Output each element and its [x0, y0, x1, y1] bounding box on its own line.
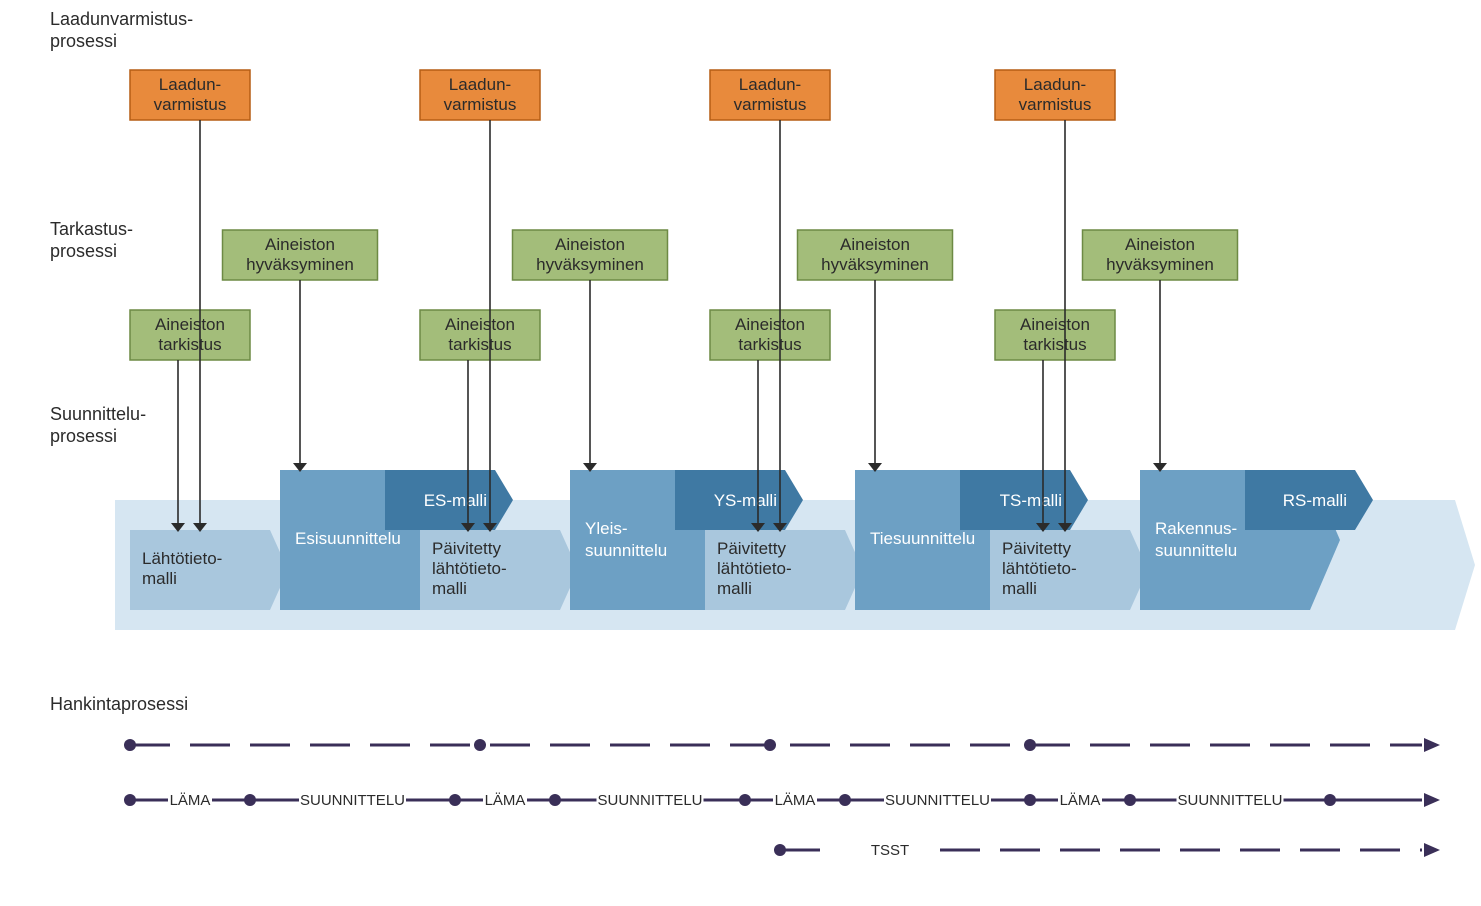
timeline-arrowhead [1424, 738, 1440, 752]
svg-text:Hankintaprosessi: Hankintaprosessi [50, 694, 188, 714]
svg-text:malli: malli [142, 569, 177, 588]
svg-text:Laadun-: Laadun- [159, 75, 221, 94]
svg-text:Laadun-: Laadun- [1024, 75, 1086, 94]
svg-text:Tiesuunnittelu: Tiesuunnittelu [870, 529, 975, 548]
svg-text:tarkistus: tarkistus [158, 335, 221, 354]
svg-text:Tarkastus-: Tarkastus- [50, 219, 133, 239]
timeline-dot [1024, 739, 1036, 751]
svg-text:LÄMA: LÄMA [775, 792, 816, 809]
svg-text:Laadun-: Laadun- [449, 75, 511, 94]
svg-text:TS-malli: TS-malli [1000, 491, 1062, 510]
svg-text:tarkistus: tarkistus [448, 335, 511, 354]
timeline-dot [124, 739, 136, 751]
timeline-arrowhead [1424, 843, 1440, 857]
svg-text:SUUNNITTELU: SUUNNITTELU [300, 792, 405, 809]
svg-text:varmistus: varmistus [444, 95, 517, 114]
svg-text:Aineiston: Aineiston [155, 315, 225, 334]
svg-text:LÄMA: LÄMA [170, 792, 211, 809]
svg-text:Yleis-: Yleis- [585, 519, 628, 538]
svg-text:lähtötieto-: lähtötieto- [717, 559, 792, 578]
svg-text:Päivitetty: Päivitetty [717, 539, 786, 558]
svg-text:prosessi: prosessi [50, 426, 117, 446]
svg-text:Aineiston: Aineiston [1125, 235, 1195, 254]
svg-text:SUUNNITTELU: SUUNNITTELU [1177, 792, 1282, 809]
svg-text:LÄMA: LÄMA [485, 792, 526, 809]
svg-text:RS-malli: RS-malli [1283, 491, 1347, 510]
svg-text:malli: malli [432, 579, 467, 598]
svg-text:Aineiston: Aineiston [265, 235, 335, 254]
svg-text:Rakennus-: Rakennus- [1155, 519, 1237, 538]
svg-text:Laadunvarmistus-: Laadunvarmistus- [50, 9, 193, 29]
svg-text:Suunnittelu-: Suunnittelu- [50, 404, 146, 424]
svg-text:hyväksyminen: hyväksyminen [536, 255, 644, 274]
svg-text:suunnittelu: suunnittelu [1155, 541, 1237, 560]
svg-text:prosessi: prosessi [50, 31, 117, 51]
svg-text:lähtötieto-: lähtötieto- [432, 559, 507, 578]
timeline-dot [474, 739, 486, 751]
svg-text:suunnittelu: suunnittelu [585, 541, 667, 560]
svg-text:varmistus: varmistus [154, 95, 227, 114]
svg-text:Aineiston: Aineiston [840, 235, 910, 254]
svg-text:tarkistus: tarkistus [1023, 335, 1086, 354]
svg-text:hyväksyminen: hyväksyminen [821, 255, 929, 274]
svg-text:varmistus: varmistus [734, 95, 807, 114]
svg-text:hyväksyminen: hyväksyminen [1106, 255, 1214, 274]
svg-text:prosessi: prosessi [50, 241, 117, 261]
svg-text:varmistus: varmistus [1019, 95, 1092, 114]
svg-text:Aineiston: Aineiston [735, 315, 805, 334]
svg-text:Aineiston: Aineiston [1020, 315, 1090, 334]
timeline-arrowhead [1424, 793, 1440, 807]
svg-text:Aineiston: Aineiston [445, 315, 515, 334]
svg-text:malli: malli [717, 579, 752, 598]
svg-text:ES-malli: ES-malli [424, 491, 487, 510]
svg-text:Päivitetty: Päivitetty [1002, 539, 1071, 558]
svg-text:Laadun-: Laadun- [739, 75, 801, 94]
svg-text:lähtötieto-: lähtötieto- [1002, 559, 1077, 578]
svg-text:SUUNNITTELU: SUUNNITTELU [597, 792, 702, 809]
timeline-dot [764, 739, 776, 751]
svg-text:Esisuunnittelu: Esisuunnittelu [295, 529, 401, 548]
svg-text:TSST: TSST [871, 842, 909, 859]
svg-text:YS-malli: YS-malli [714, 491, 777, 510]
svg-text:SUUNNITTELU: SUUNNITTELU [885, 792, 990, 809]
svg-text:Lähtötieto-: Lähtötieto- [142, 549, 222, 568]
svg-text:malli: malli [1002, 579, 1037, 598]
svg-text:tarkistus: tarkistus [738, 335, 801, 354]
svg-text:Päivitetty: Päivitetty [432, 539, 501, 558]
svg-text:Aineiston: Aineiston [555, 235, 625, 254]
svg-text:hyväksyminen: hyväksyminen [246, 255, 354, 274]
svg-text:LÄMA: LÄMA [1060, 792, 1101, 809]
